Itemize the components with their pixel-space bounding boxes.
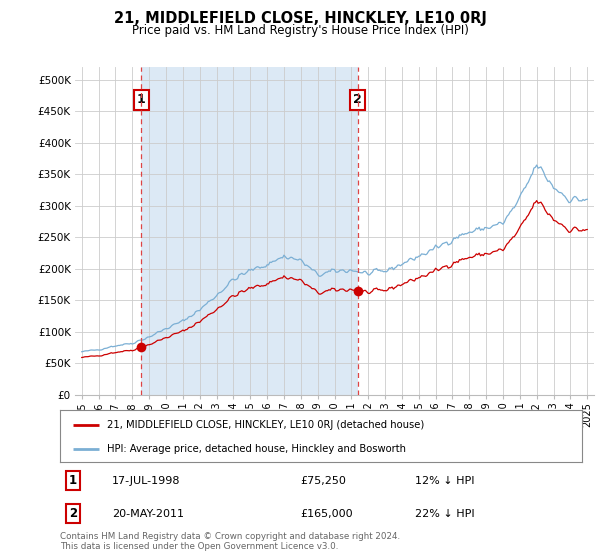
Text: £165,000: £165,000: [300, 508, 353, 519]
Text: 12% ↓ HPI: 12% ↓ HPI: [415, 476, 475, 486]
Text: 2: 2: [353, 94, 362, 106]
Text: £75,250: £75,250: [300, 476, 346, 486]
Text: 17-JUL-1998: 17-JUL-1998: [112, 476, 181, 486]
Text: Price paid vs. HM Land Registry's House Price Index (HPI): Price paid vs. HM Land Registry's House …: [131, 24, 469, 36]
Text: 1: 1: [137, 94, 146, 106]
Text: 21, MIDDLEFIELD CLOSE, HINCKLEY, LE10 0RJ: 21, MIDDLEFIELD CLOSE, HINCKLEY, LE10 0R…: [113, 11, 487, 26]
Text: 1: 1: [69, 474, 77, 487]
Text: HPI: Average price, detached house, Hinckley and Bosworth: HPI: Average price, detached house, Hinc…: [107, 444, 406, 454]
Bar: [142, 67, 358, 395]
Text: 20-MAY-2011: 20-MAY-2011: [112, 508, 184, 519]
Text: 21, MIDDLEFIELD CLOSE, HINCKLEY, LE10 0RJ (detached house): 21, MIDDLEFIELD CLOSE, HINCKLEY, LE10 0R…: [107, 420, 424, 430]
Text: Contains HM Land Registry data © Crown copyright and database right 2024.
This d: Contains HM Land Registry data © Crown c…: [60, 532, 400, 552]
Text: 2: 2: [69, 507, 77, 520]
Text: 22% ↓ HPI: 22% ↓ HPI: [415, 508, 475, 519]
